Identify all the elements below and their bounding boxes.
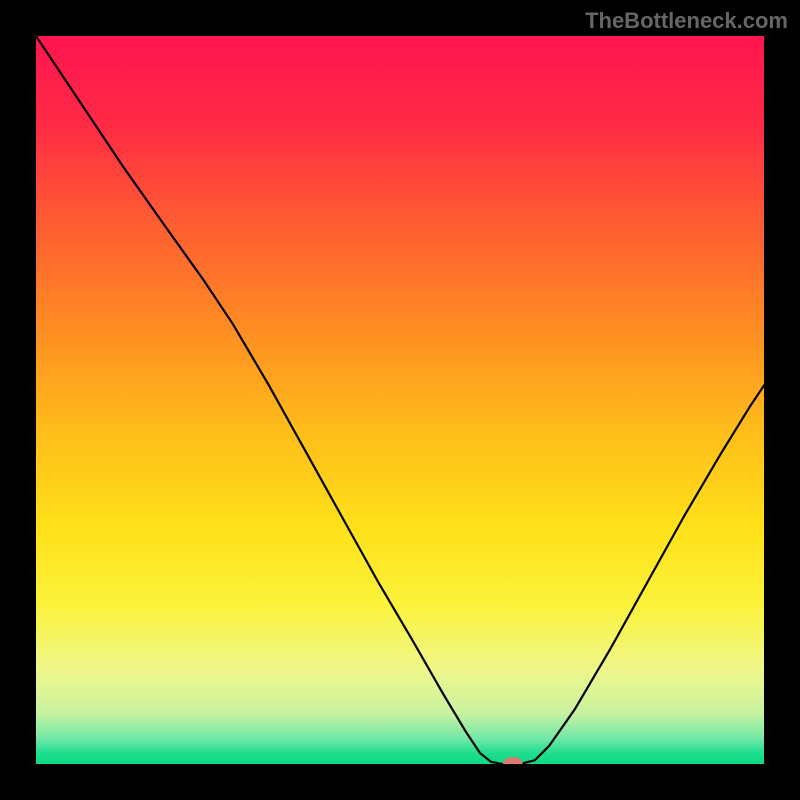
chart-gradient-background	[36, 36, 764, 764]
bottleneck-chart: TheBottleneck.com	[0, 0, 800, 800]
chart-svg	[0, 0, 800, 800]
